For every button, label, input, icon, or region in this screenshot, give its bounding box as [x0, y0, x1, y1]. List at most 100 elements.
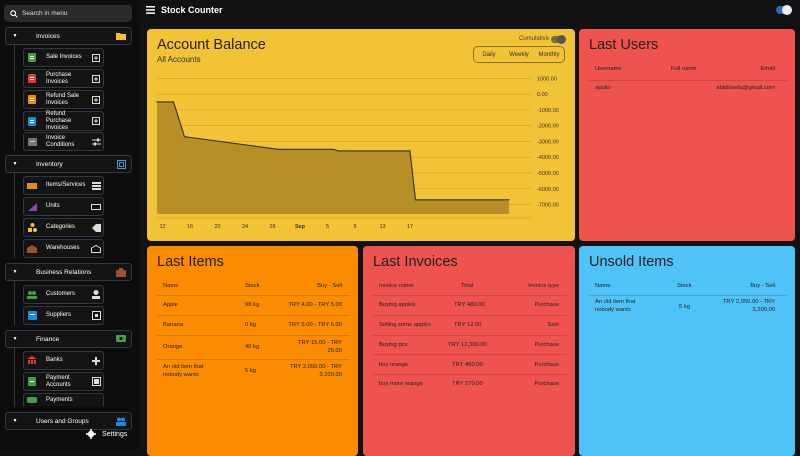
sidebar-item-refund-purchase-invoices[interactable]: Refund Purchase Invoices — [23, 111, 104, 131]
sidebar-item-label: Customers — [46, 291, 76, 297]
y-tick-label: -3000.00 — [537, 139, 559, 145]
sidebar-item-purchase-invoices[interactable]: Purchase Invoices — [23, 69, 104, 88]
sidebar-item-payments[interactable]: Payments — [23, 393, 104, 406]
sidebar-item-categories[interactable]: Categories — [23, 218, 104, 237]
account-balance-card: Account Balance All Accounts Cumulative … — [147, 29, 575, 241]
table-cell: TRY 15.00 - TRY 25.00 — [297, 340, 342, 354]
column-header: Name — [595, 283, 611, 289]
sidebar-item-label: Items/Services — [46, 182, 86, 188]
y-tick-label: -1000.00 — [537, 108, 559, 114]
units-icon — [24, 202, 40, 211]
last-invoices-card: Last Invoices Invoice name Total Invoice… — [363, 246, 575, 456]
sidebar-group-inventory[interactable]: ▼ Inventory — [5, 155, 132, 173]
table-cell: abidinsefa@gmail.com — [716, 85, 775, 91]
ruler-icon[interactable] — [89, 203, 103, 210]
add-note-icon[interactable] — [89, 117, 103, 125]
table-cell: Orange — [163, 344, 183, 350]
sidebar-group-business-relations[interactable]: ▼ Business Relations — [5, 263, 132, 281]
column-header: Invoice type — [528, 283, 559, 289]
users-icon — [111, 417, 131, 426]
x-tick-label: 13 — [379, 224, 385, 230]
sidebar-group-invoices[interactable]: ▼ Invoices — [5, 27, 132, 45]
sidebar-group-finance[interactable]: ▼ Finance — [5, 330, 132, 348]
table-cell: buy more orange — [379, 381, 423, 387]
data-point — [282, 148, 285, 150]
plus-icon[interactable] — [89, 356, 103, 365]
column-header: Name — [163, 283, 179, 289]
sidebar-group-users[interactable]: ▼ Users and Groups — [5, 412, 132, 430]
sidebar-item-items-services[interactable]: Items/Services — [23, 176, 104, 195]
add-note-icon[interactable] — [89, 95, 103, 104]
add-note-icon[interactable] — [89, 74, 103, 83]
period-monthly-button[interactable]: Monthly — [538, 51, 560, 58]
purchase-invoice-icon — [24, 74, 40, 83]
sidebar-group-label: Users and Groups — [36, 417, 89, 425]
last-items-card: Last Items Name Stock Buy - Sell Apple 9… — [147, 246, 358, 456]
sidebar-item-payment-accounts[interactable]: Payment Accounts — [23, 372, 104, 391]
theme-toggle[interactable] — [776, 5, 792, 15]
search-input[interactable]: Search in menu — [4, 5, 132, 22]
card-title: Unsold Items — [589, 254, 674, 270]
sidebar-item-label: Banks — [46, 357, 63, 363]
table-cell: TRY 2,050.00 - TRY 3,200.00 — [722, 299, 775, 313]
x-tick-label: Sep — [295, 224, 306, 230]
warehouse-outline-icon[interactable] — [89, 244, 103, 253]
table-cell: 98 kg — [245, 302, 260, 308]
search-placeholder: Search in menu — [22, 10, 68, 17]
card-subtitle: All Accounts — [157, 55, 201, 64]
period-weekly-button[interactable]: Weekly — [509, 51, 529, 58]
sidebar-item-suppliers[interactable]: Suppliers — [23, 306, 104, 325]
data-point — [414, 199, 417, 201]
sidebar-item-label: Sale Invoices — [46, 54, 82, 60]
sidebar-item-invoice-conditions[interactable]: Invoice Conditions — [23, 132, 104, 151]
table-cell: TRY 450.00 — [452, 362, 483, 368]
chevron-down-icon: ▼ — [12, 336, 18, 342]
table-cell: buy orange — [379, 362, 409, 368]
card-title: Last Items — [157, 254, 224, 270]
person-icon[interactable] — [89, 290, 103, 299]
table-cell: An old item that nobody wants — [595, 299, 636, 313]
card-title: Last Invoices — [373, 254, 458, 270]
bank-icon — [24, 356, 40, 365]
table-cell: Buying pcs — [379, 342, 408, 348]
sidebar-item-sale-invoices[interactable]: Sale Invoices — [23, 48, 104, 67]
building-icon[interactable] — [89, 311, 103, 320]
sidebar-item-refund-sale-invoices[interactable]: Refund Sale Invoices — [23, 90, 104, 109]
settings-button[interactable]: Settings — [86, 429, 127, 439]
cumulative-toggle[interactable] — [551, 35, 566, 44]
sidebar-item-customers[interactable]: Customers — [23, 285, 104, 304]
chevron-down-icon: ▼ — [12, 161, 18, 167]
period-selector: Daily Weekly Monthly — [473, 46, 565, 63]
data-point — [156, 101, 158, 103]
table-cell: Purchase — [534, 342, 560, 348]
sidebar-item-units[interactable]: Units — [23, 197, 104, 216]
table-cell: 5 kg — [679, 304, 690, 310]
y-tick-label: 0.00 — [537, 92, 548, 98]
card-icon[interactable] — [89, 377, 103, 386]
x-tick-label: 28 — [269, 224, 275, 230]
tune-icon[interactable] — [89, 138, 103, 146]
conditions-icon — [24, 137, 40, 146]
sidebar-item-banks[interactable]: Banks — [23, 351, 104, 370]
sidebar-group-label: Inventory — [36, 160, 63, 168]
y-tick-label: -5000.00 — [537, 171, 559, 177]
menu-icon[interactable] — [146, 6, 155, 14]
x-tick-label: 16 — [187, 224, 193, 230]
add-note-icon[interactable] — [89, 53, 103, 62]
data-point — [409, 150, 411, 152]
tag-icon[interactable] — [89, 223, 103, 232]
x-tick-label: 9 — [353, 224, 356, 230]
list-icon[interactable] — [89, 181, 103, 190]
column-header: Buy - Sell — [750, 283, 775, 289]
table-cell: Banana — [163, 322, 183, 328]
card-title: Last Users — [589, 37, 659, 53]
y-tick-label: 1000.00 — [537, 76, 557, 82]
period-daily-button[interactable]: Daily — [482, 51, 496, 58]
sidebar-item-label: Warehouses — [46, 245, 80, 251]
warehouse-icon — [24, 244, 40, 253]
data-point — [291, 148, 293, 150]
sidebar-item-warehouses[interactable]: Warehouses — [23, 239, 104, 258]
table-cell: 40 kg — [245, 344, 260, 350]
sidebar-group-label: Finance — [36, 335, 60, 343]
sidebar-item-label: Refund Sale Invoices — [46, 92, 80, 106]
